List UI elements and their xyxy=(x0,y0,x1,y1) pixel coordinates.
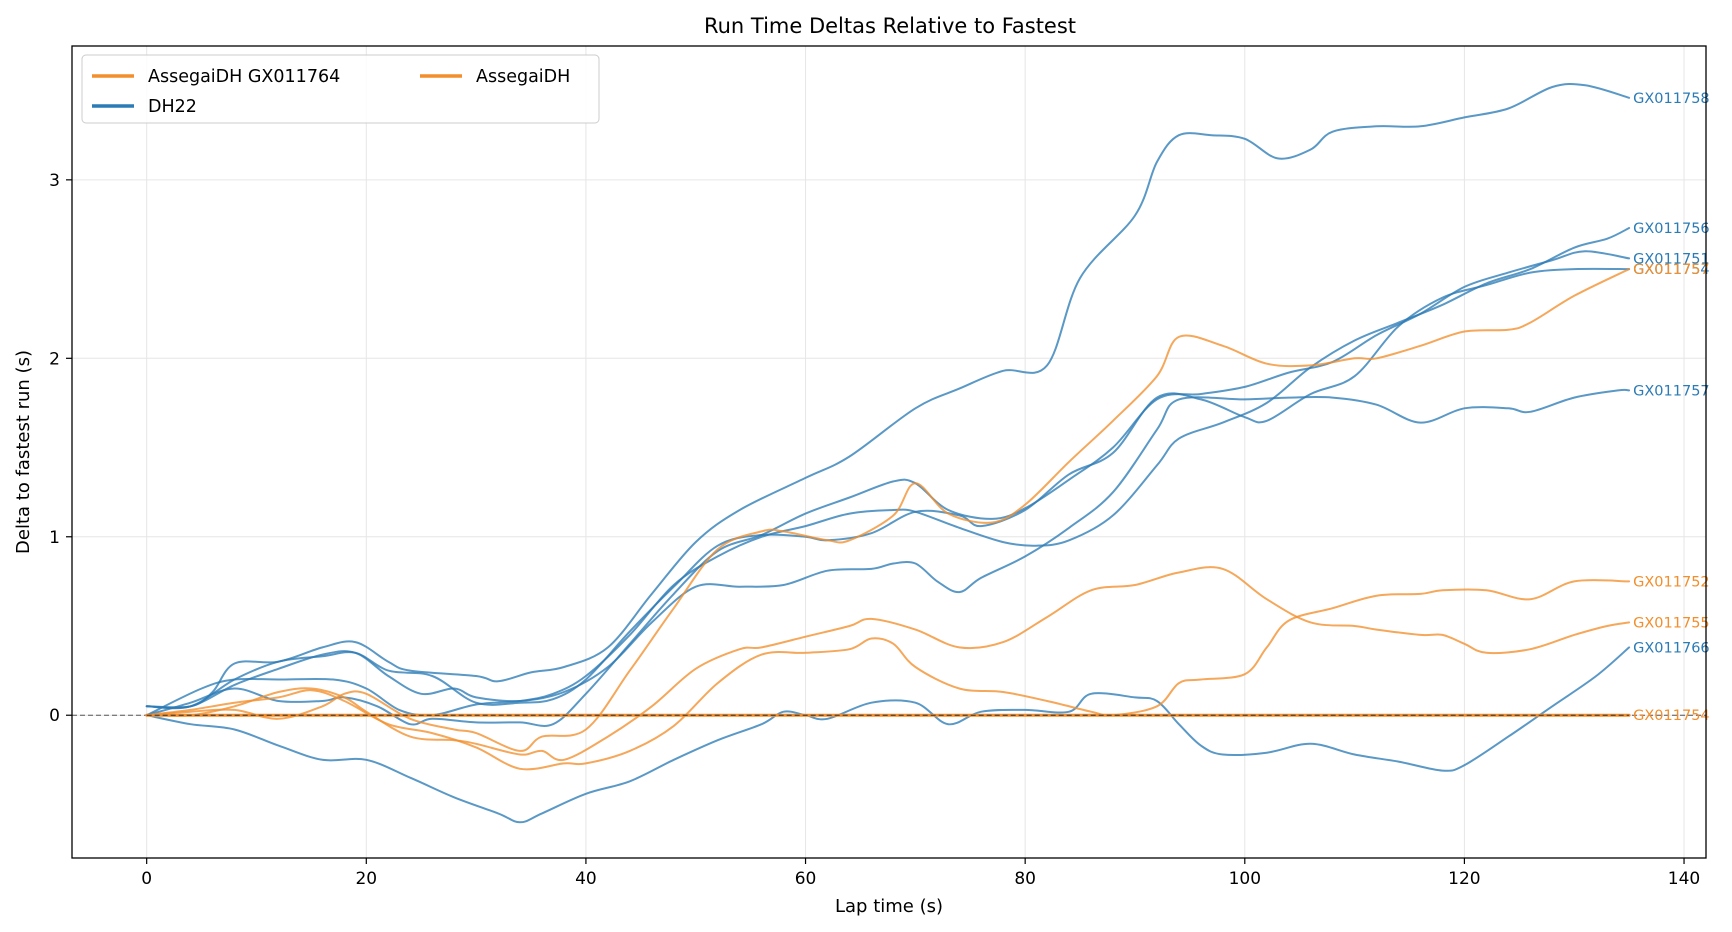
series-line-gx011757 xyxy=(145,388,1631,709)
y-tick-label: 3 xyxy=(49,171,60,191)
series-end-label: GX011766 xyxy=(1633,640,1710,656)
series-end-label: GX011755 xyxy=(1633,615,1710,631)
legend-label: AssegaiDH xyxy=(476,67,570,87)
series-lines xyxy=(145,83,1631,824)
series-line-gx011755 xyxy=(145,566,1631,762)
y-axis-label: Delta to fastest run (s) xyxy=(13,350,34,554)
legend-box xyxy=(81,54,600,124)
series-end-label: GX011751 xyxy=(1633,251,1710,267)
series-line-gx011756 xyxy=(145,227,1631,717)
x-tick-label: 80 xyxy=(1014,869,1036,889)
series-end-label: GX011752 xyxy=(1633,574,1710,590)
legend-label: AssegaiDH GX011764 xyxy=(148,67,340,87)
legend-label: DH22 xyxy=(148,97,197,117)
series-line-gx011758 xyxy=(145,83,1631,709)
x-tick-label: 0 xyxy=(141,869,152,889)
series-line-gx011752 xyxy=(145,579,1631,771)
x-axis-ticks: 0 20 40 60 80 100 120 140 xyxy=(141,858,1700,889)
series-end-label: GX011756 xyxy=(1633,221,1710,237)
series-line-gx011766 xyxy=(145,646,1631,824)
x-tick-label: 40 xyxy=(575,869,597,889)
series-line-gx011751 xyxy=(145,250,1631,727)
legend: AssegaiDH GX011764 DH22 AssegaiDH xyxy=(81,54,600,124)
x-tick-label: 140 xyxy=(1668,869,1700,889)
y-tick-label: 1 xyxy=(49,528,60,548)
y-axis-ticks: 0 1 2 3 xyxy=(49,171,72,726)
series-line-gx011757 xyxy=(145,268,1631,752)
series-end-label: GX011757 xyxy=(1633,262,1710,278)
series-end-labels: GX011758GX011756GX011751GX011757GX011754… xyxy=(1633,91,1710,724)
plot-area-frame xyxy=(71,45,1707,859)
series-end-label: GX011757 xyxy=(1633,383,1710,399)
x-tick-label: 20 xyxy=(355,869,377,889)
y-tick-label: 0 xyxy=(49,706,60,726)
x-tick-label: 100 xyxy=(1229,869,1261,889)
x-axis-label: Lap time (s) xyxy=(835,896,943,917)
chart-title: Run Time Deltas Relative to Fastest xyxy=(704,14,1076,38)
x-tick-label: 60 xyxy=(795,869,817,889)
series-end-label: GX011754 xyxy=(1633,708,1710,724)
series-end-label: GX011758 xyxy=(1633,91,1710,107)
series-end-label: GX011754 xyxy=(1633,262,1710,278)
y-tick-label: 2 xyxy=(49,349,60,369)
x-tick-label: 120 xyxy=(1448,869,1480,889)
series-line-gx011754 xyxy=(145,267,1631,710)
